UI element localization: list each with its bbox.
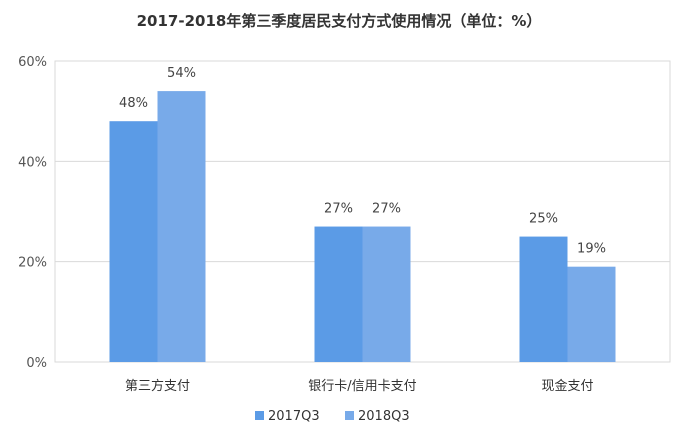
x-category-label: 第三方支付 bbox=[125, 378, 190, 394]
bar bbox=[567, 266, 616, 362]
y-tick-label: 40% bbox=[18, 155, 47, 170]
data-label: 27% bbox=[324, 202, 353, 217]
y-tick-label: 0% bbox=[26, 356, 47, 371]
legend-label: 2017Q3 bbox=[268, 409, 320, 424]
bar bbox=[109, 121, 158, 362]
x-axis-categories: 第三方支付 银行卡/信用卡支付 现金支付 bbox=[125, 378, 594, 394]
y-axis-ticks: 0% 20% 40% 60% bbox=[18, 55, 47, 371]
legend-swatch bbox=[345, 411, 354, 420]
legend-label: 2018Q3 bbox=[358, 409, 410, 424]
legend: 2017Q3 2018Q3 bbox=[255, 409, 410, 424]
x-category-label: 银行卡/信用卡支付 bbox=[308, 379, 416, 394]
bars bbox=[109, 91, 616, 362]
y-tick-label: 60% bbox=[18, 55, 47, 70]
data-label: 54% bbox=[167, 66, 196, 81]
data-label: 25% bbox=[529, 212, 558, 227]
data-label: 27% bbox=[372, 202, 401, 217]
bar bbox=[314, 226, 363, 362]
bar bbox=[519, 236, 568, 362]
data-label: 48% bbox=[119, 96, 148, 111]
x-category-label: 现金支付 bbox=[541, 378, 593, 394]
legend-swatch bbox=[255, 411, 264, 420]
data-labels: 48% 54% 27% 27% 25% 19% bbox=[119, 66, 606, 257]
bar bbox=[157, 91, 206, 362]
chart-title: 2017-2018年第三季度居民支付方式使用情况（单位：%） bbox=[137, 12, 542, 30]
data-label: 19% bbox=[577, 242, 606, 257]
bar bbox=[362, 226, 411, 362]
y-tick-label: 20% bbox=[18, 256, 47, 271]
